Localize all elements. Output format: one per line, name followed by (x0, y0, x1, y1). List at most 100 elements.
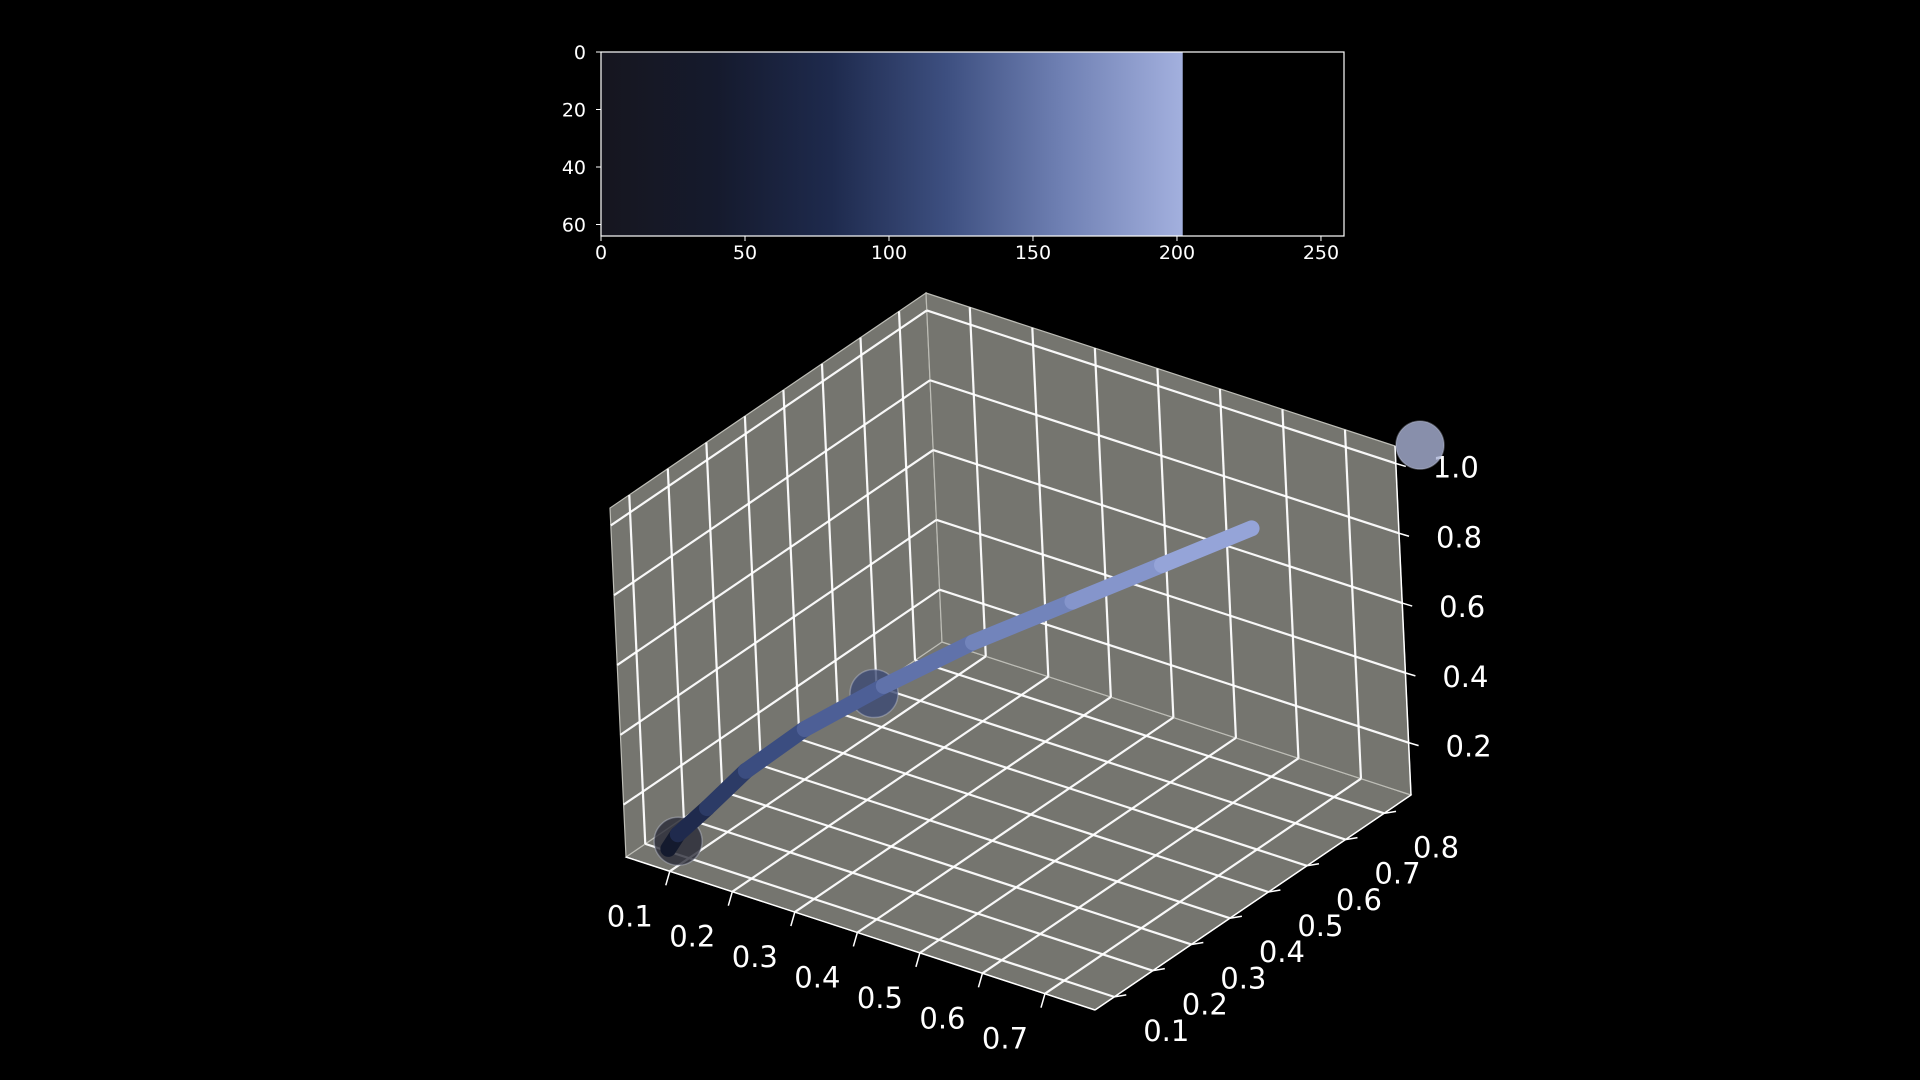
heatmap-x-tick-label: 200 (1159, 242, 1195, 264)
grid-line-floor-y (876, 685, 1346, 841)
series-0-segment (965, 593, 1081, 651)
line-3d-panel: 0.10.20.30.40.50.60.7 0.10.20.30.40.50.60… (607, 291, 1492, 1056)
grid-line-floor-x (1044, 777, 1362, 995)
grid-line-back-x (1343, 429, 1363, 779)
x-tick-label: 0.7 (982, 1022, 1028, 1056)
z-axis-line (1394, 445, 1412, 796)
heatmap-y-tick-label: 0 (574, 42, 586, 64)
x-tick (977, 973, 984, 988)
y-tick-label: 0.3 (1220, 961, 1266, 995)
grid-line-back-x (968, 307, 987, 657)
grid-line-back-x (1218, 388, 1238, 738)
y-tick-label: 0.7 (1374, 857, 1420, 891)
heatmap-frame (600, 51, 1345, 237)
grid-line-left-y (782, 389, 801, 740)
z-tick-label: 0.4 (1442, 660, 1488, 694)
heatmap-x-tick-label: 100 (871, 242, 907, 264)
heatmap-y-tick-label: 20 (562, 100, 586, 122)
y-tick-label: 0.4 (1259, 935, 1305, 969)
y-tick-label: 0.1 (1143, 1014, 1189, 1048)
grid-line-back-z (929, 379, 1400, 535)
grid-line-floor-y (799, 737, 1269, 894)
grid-line-left-y (820, 363, 840, 713)
data-point-2 (1395, 420, 1445, 470)
heatmap-y-tick-label: 60 (562, 215, 586, 237)
x-tick-label: 0.4 (794, 960, 840, 994)
x-tick-label: 0.1 (607, 899, 653, 933)
x-tick (727, 891, 734, 906)
y-tick (1152, 967, 1165, 972)
grid-line-left-y (666, 468, 685, 818)
y-axis-line (1094, 794, 1412, 1011)
grid-line-back-z (936, 518, 1406, 674)
z-tick (1395, 462, 1407, 468)
series-0-segment (737, 721, 813, 779)
grid-line-back-z (926, 309, 1397, 465)
heatmap-x-tick-label: 0 (595, 242, 607, 264)
x-tick (790, 911, 796, 927)
grid-line-left-z (613, 379, 931, 597)
grid-line-back-x (1093, 348, 1112, 698)
heatmap-x-tick-label: 50 (733, 242, 757, 264)
x-tick-label: 0.2 (669, 920, 715, 954)
heatmap-image (601, 52, 1183, 236)
y-tick (1345, 836, 1358, 841)
y-tick-label: 0.2 (1182, 988, 1228, 1022)
x-axis-line (625, 856, 1096, 1011)
heatmap-y-tick-label: 40 (562, 157, 586, 179)
series-0-segment (1064, 556, 1171, 610)
grid-line-back-x (1156, 368, 1175, 718)
grid-line-floor-x (981, 757, 1300, 975)
grid-line-left-y (859, 337, 878, 687)
z-tick (1405, 672, 1416, 677)
x-tick (665, 871, 671, 886)
heatmap-x-tick-label: 150 (1015, 242, 1051, 264)
grid-line-left-z (619, 518, 938, 736)
grid-line-left-z (610, 309, 928, 527)
z-tick (1398, 532, 1410, 537)
grid-line-floor-y (644, 842, 1115, 998)
y-tick-label: 0.5 (1297, 909, 1343, 943)
x-tick (915, 952, 921, 968)
x-tick-label: 0.3 (732, 940, 778, 974)
z-tick (1401, 602, 1413, 607)
grid-line-left-y (628, 494, 647, 844)
grid-line-floor-y (914, 659, 1385, 815)
grid-line-left-z (622, 588, 941, 806)
y-tick-label: 0.6 (1336, 883, 1382, 917)
z-tick-label: 0.2 (1446, 730, 1492, 764)
grid-line-left-y (743, 416, 762, 766)
grid-line-floor-x (919, 736, 1237, 954)
grid-line-left-y (705, 442, 724, 792)
series-0-segment (875, 634, 982, 694)
grid-line-floor-x (856, 716, 1174, 934)
grid-line-back-z (939, 588, 1409, 744)
grid-line-floor-x (669, 655, 987, 873)
y-tick (1306, 863, 1320, 867)
grid-line-floor-x (794, 696, 1112, 913)
y-tick (1191, 941, 1204, 946)
grid-line-floor-x (731, 675, 1049, 893)
grid-line-back-x (1281, 409, 1300, 759)
grid-line-left-y (897, 311, 917, 661)
grid-line-back-z (932, 449, 1403, 605)
series-0-segment (699, 762, 754, 817)
x-tick-label: 0.5 (857, 981, 903, 1015)
grid-line-floor-y (837, 711, 1308, 867)
x-tick (852, 932, 859, 947)
grid-line-left-z (616, 449, 934, 666)
z-tick-label: 0.6 (1439, 590, 1485, 624)
image-panel: 0 50 100 150 200 250 0 20 40 60 (562, 42, 1345, 264)
grid-line-floor-y (760, 764, 1231, 920)
y-tick-label: 0.8 (1413, 830, 1459, 864)
z-tick (1408, 741, 1419, 747)
heatmap-x-tick-label: 250 (1303, 242, 1339, 264)
grid-line-floor-y (722, 790, 1192, 946)
z-tick-label: 0.8 (1436, 520, 1482, 554)
y-tick (1229, 915, 1243, 919)
series-0-segment (796, 677, 892, 738)
y-tick (1268, 889, 1281, 893)
x-tick (1040, 993, 1046, 1008)
grid-line-floor-y (683, 816, 1154, 972)
